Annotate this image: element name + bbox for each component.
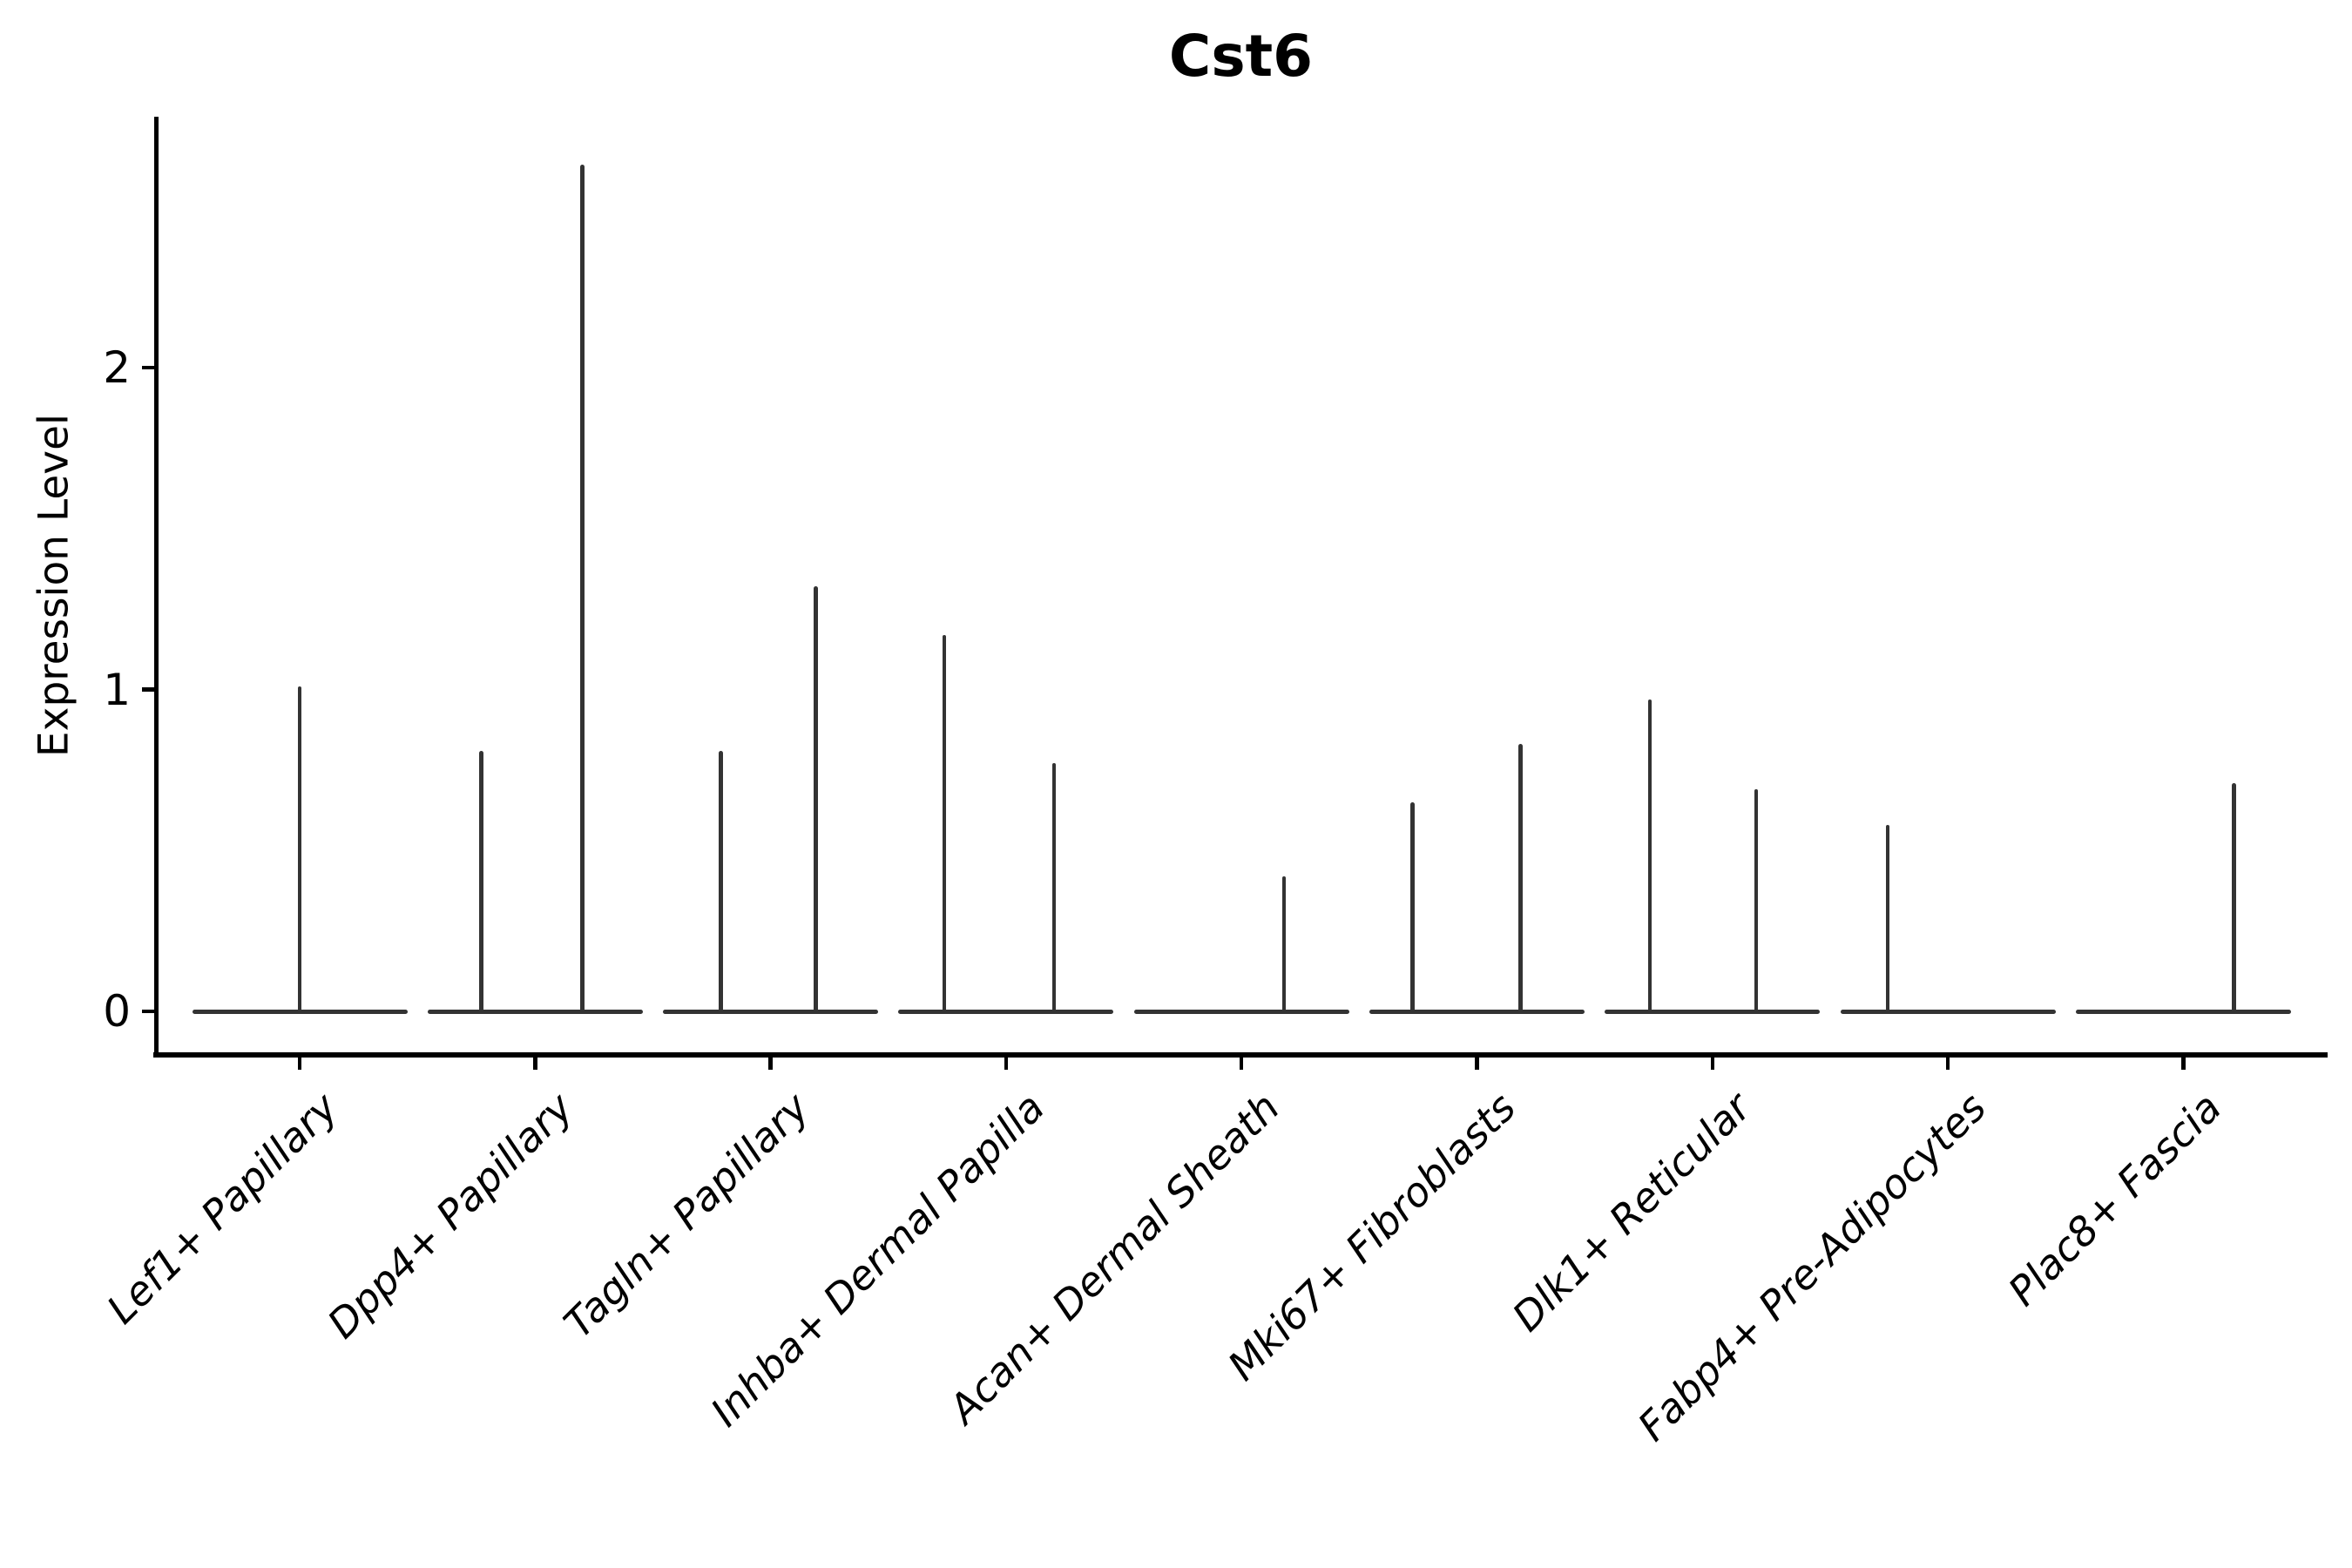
y-tick-mark <box>142 365 155 370</box>
x-tick-mark <box>768 1057 773 1070</box>
x-tick-mark <box>1004 1057 1009 1070</box>
x-tick-label: Plac8+ Fascia <box>1999 1084 2231 1315</box>
violin-zero-line <box>898 1009 1114 1014</box>
x-axis-line <box>153 1052 2328 1058</box>
y-tick-mark <box>142 687 155 692</box>
violin-zero-line <box>427 1009 643 1014</box>
violin-zero-line <box>663 1009 879 1014</box>
violin-density-spike <box>1051 763 1057 1013</box>
chart-title: Cst6 <box>1168 23 1314 90</box>
x-tick-mark <box>1475 1057 1479 1070</box>
y-tick-label: 1 <box>103 664 131 715</box>
x-tick-label: Dlk1+ Reticular <box>1503 1084 1760 1341</box>
violin-density-spike <box>297 686 302 1013</box>
violin-density-spike <box>1410 801 1415 1013</box>
violin-density-spike <box>1647 699 1652 1013</box>
violin-density-spike <box>1754 789 1759 1013</box>
y-axis-line <box>154 117 159 1058</box>
x-tick-label: Tagln+ Papillary <box>554 1084 818 1348</box>
x-tick-mark <box>533 1057 537 1070</box>
violin-density-spike <box>479 750 483 1013</box>
violin-zero-line <box>2075 1009 2291 1014</box>
violin-density-spike <box>1281 875 1287 1013</box>
violin-density-spike <box>942 634 947 1013</box>
x-tick-mark <box>1945 1057 1950 1070</box>
y-tick-mark <box>142 1009 155 1014</box>
violin-density-spike <box>1885 824 1890 1013</box>
violin-density-spike <box>2232 782 2236 1013</box>
violin-zero-line <box>1605 1009 1821 1014</box>
violin-density-spike <box>719 750 723 1013</box>
x-tick-label: Dpp4+ Papillary <box>318 1084 583 1348</box>
x-tick-mark <box>2181 1057 2186 1070</box>
violin-density-spike <box>814 586 818 1013</box>
y-tick-label: 0 <box>103 986 131 1037</box>
violin-density-spike <box>580 165 585 1013</box>
x-tick-label: Lef1+ Papillary <box>98 1084 348 1333</box>
x-tick-mark <box>1239 1057 1244 1070</box>
violin-density-spike <box>1518 744 1523 1013</box>
violin-zero-line <box>1369 1009 1585 1014</box>
x-tick-mark <box>297 1057 302 1070</box>
violin-zero-line <box>1133 1009 1349 1014</box>
x-tick-mark <box>1710 1057 1715 1070</box>
violin-zero-line <box>1840 1009 2056 1014</box>
y-tick-label: 2 <box>103 342 131 393</box>
